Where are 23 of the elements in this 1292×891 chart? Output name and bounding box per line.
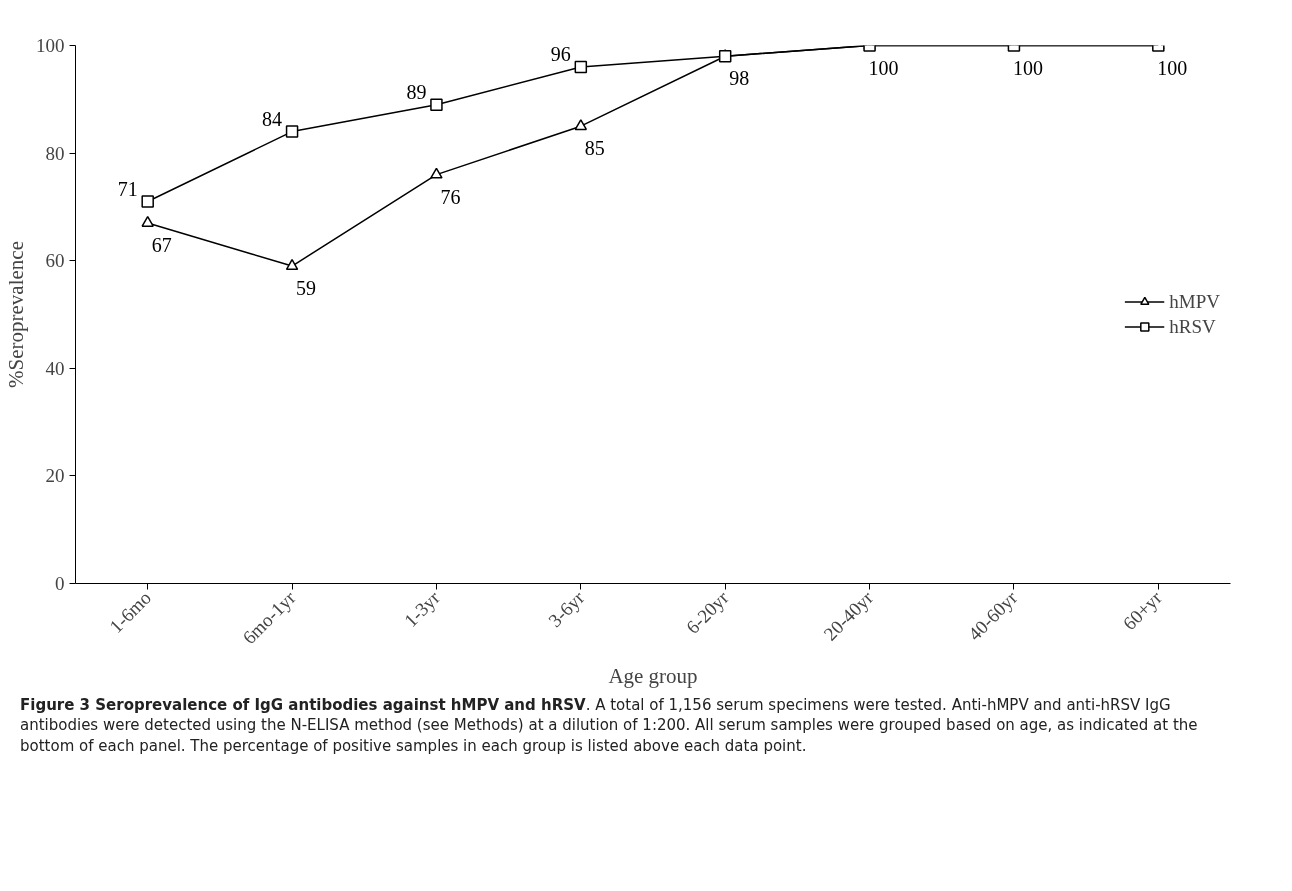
y-tick-label: 60: [45, 250, 65, 272]
data-label: 96: [550, 43, 571, 66]
data-label: 100: [868, 56, 899, 79]
y-tick-label: 100: [36, 35, 65, 56]
y-tick-label: 80: [45, 142, 65, 164]
y-tick-label: 0: [55, 573, 65, 594]
legend-label: hRSV: [1169, 315, 1216, 338]
data-label: 85: [584, 137, 605, 160]
caption: Figure 3 Seroprevalence of IgG antibodies against hMPV and hRSV: [20, 696, 586, 714]
y-axis-title: %Seroprevalence: [4, 241, 28, 388]
data-label: 84: [262, 107, 283, 130]
y-tick-label: 40: [45, 357, 65, 379]
data-label: 89: [406, 80, 427, 103]
data-label: 98: [729, 67, 750, 90]
data-label: 67: [151, 234, 172, 257]
y-tick-label: 20: [45, 465, 65, 487]
data-label: 59: [296, 277, 317, 300]
legend-label: hMPV: [1169, 290, 1220, 313]
data-label: 100: [1012, 56, 1043, 79]
data-label: 71: [117, 177, 138, 200]
data-label: 100: [1157, 56, 1188, 79]
data-label: 76: [440, 185, 461, 208]
x-axis-title: Age group: [608, 663, 698, 688]
